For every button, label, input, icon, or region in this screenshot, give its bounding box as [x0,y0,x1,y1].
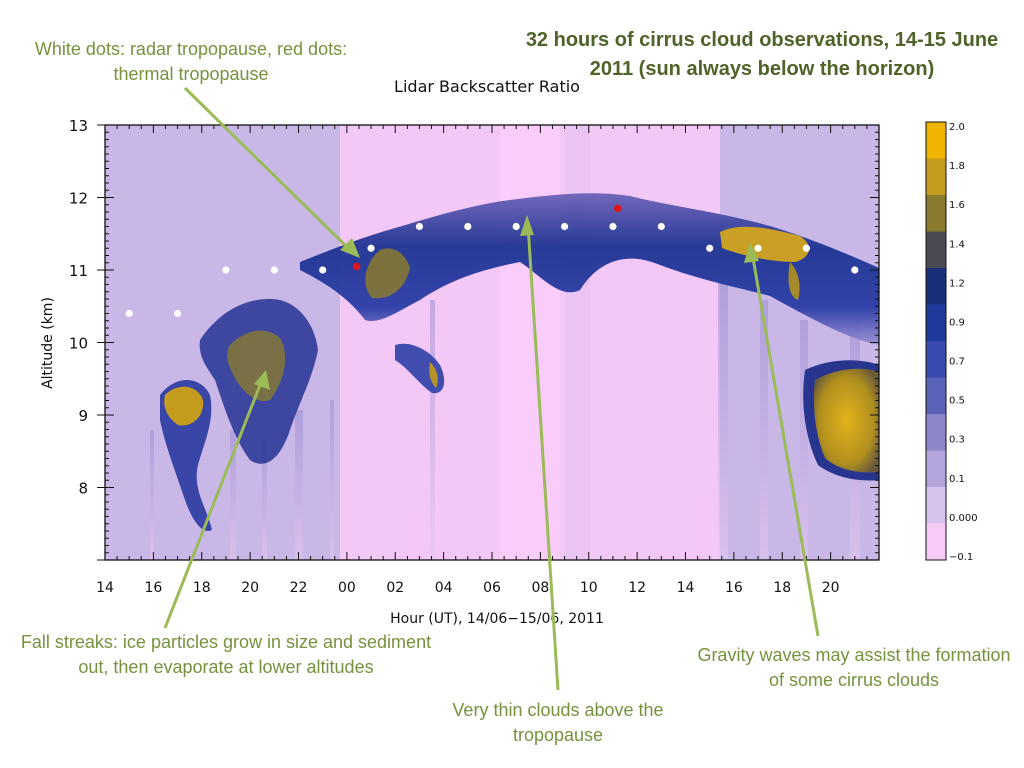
colorbar-swatch [926,304,946,342]
radar-tropopause-point [270,266,278,274]
colorbar-swatch [926,523,946,561]
colorbar-swatch [926,195,946,232]
colorbar-label: 1.4 [949,239,965,250]
thermal-tropopause-markers [352,204,622,271]
x-tick-label: 14 [96,580,114,596]
annotation-arrowheads [254,215,759,390]
colorbar-swatch [926,487,946,524]
colorbar-label: 1.6 [949,200,965,211]
slide-title: 32 hours of cirrus cloud observations, 1… [525,29,999,80]
colorbar-swatch [926,377,946,415]
y-tick-label: 11 [69,262,88,280]
x-tick-label: 18 [773,580,791,596]
y-tick-label: 10 [69,335,88,353]
radar-tropopause-point [802,244,811,252]
radar-tropopause-point [706,244,714,252]
y-tick-label: 12 [69,190,88,208]
colorbar-swatch [926,231,946,269]
x-tick-label: 00 [338,580,356,596]
radar-tropopause-point [367,244,375,252]
backscatter-field [105,125,879,560]
colorbar-swatch [926,414,946,451]
x-tick-label: 16 [144,580,162,596]
annotation-fall-streaks: Fall streaks: ice particles grow in size… [20,632,432,677]
arrow-to-tropopause [183,86,352,252]
radar-tropopause-point [319,266,327,274]
arrow-to-gravity-waves [750,251,820,637]
colorbar-swatch [926,268,946,305]
colorbar-label: 0.000 [949,513,978,524]
colorbar-label: 1.2 [949,278,965,289]
colorbar-swatch [926,341,946,378]
radar-tropopause-point [415,222,424,231]
colorbar-label: 1.8 [949,161,965,172]
thermal-tropopause-point [613,204,622,213]
x-tick-label: 22 [290,580,308,596]
y-tick-label: 13 [69,117,88,135]
radar-tropopause-point [464,222,472,231]
radar-tropopause-point [609,222,617,231]
colorbar: 2.0 1.8 1.6 1.4 1.2 0.9 0.7 0.5 0.3 0.1 0.000 −0.1 [925,121,978,563]
colorbar-label: 0.7 [949,357,965,368]
x-tick-label: 02 [386,580,404,596]
x-tick-label: 14 [677,580,695,596]
radar-tropopause-point [657,222,665,231]
radar-tropopause-point [222,266,230,274]
colorbar-swatch [926,158,946,196]
colorbar-swatch [926,122,946,159]
radar-tropopause-point [125,309,133,318]
colorbar-label: 0.9 [949,317,965,328]
x-tick-label: 10 [580,580,598,596]
annotation-tropopause-dots: White dots: radar tropopause, red dots: … [34,39,348,84]
colorbar-label: 2.0 [949,122,965,133]
radar-tropopause-point [173,309,182,318]
annotation-thin-clouds: Very thin clouds above the tropopause [452,700,664,745]
radar-tropopause-markers [125,222,859,318]
y-axis-label: Altitude (km) [40,297,56,389]
y-tick-label: 9 [78,407,88,425]
colorbar-label: 0.1 [949,474,965,485]
x-axis-label: Hour (UT), 14/06−15/06, 2011 [390,611,604,627]
x-tick-label: 20 [822,580,840,596]
chart-title: Lidar Backscatter Ratio [394,77,580,96]
radar-tropopause-point [512,222,520,231]
colorbar-swatch [926,450,946,488]
x-tick-label: 16 [725,580,743,596]
x-tick-label: 20 [241,580,259,596]
colorbar-label: 0.5 [949,396,965,407]
x-tick-label: 08 [531,580,549,596]
arrow-to-thin-clouds [526,224,560,691]
y-tick-label: 8 [78,480,88,498]
x-tick-label: 04 [435,580,453,596]
colorbar-frame [925,121,947,561]
x-tick-label: 06 [483,580,501,596]
x-tick-label: 18 [193,580,211,596]
annotation-gravity-waves: Gravity waves may assist the formation o… [697,645,1011,690]
thermal-tropopause-point [352,262,361,271]
radar-tropopause-point [754,244,762,252]
radar-tropopause-point [560,222,569,231]
y-axis: 8 9 10 11 12 13 [69,117,879,561]
radar-tropopause-point [851,266,859,274]
colorbar-label: 0.3 [949,435,965,446]
annotation-arrows [163,86,820,691]
arrow-to-fall-streaks [163,379,264,629]
x-tick-label: 12 [628,580,646,596]
x-axis: 14 16 18 20 22 00 02 04 06 08 10 12 14 16 18 20 [96,125,880,596]
colorbar-label: −0.1 [949,552,973,563]
